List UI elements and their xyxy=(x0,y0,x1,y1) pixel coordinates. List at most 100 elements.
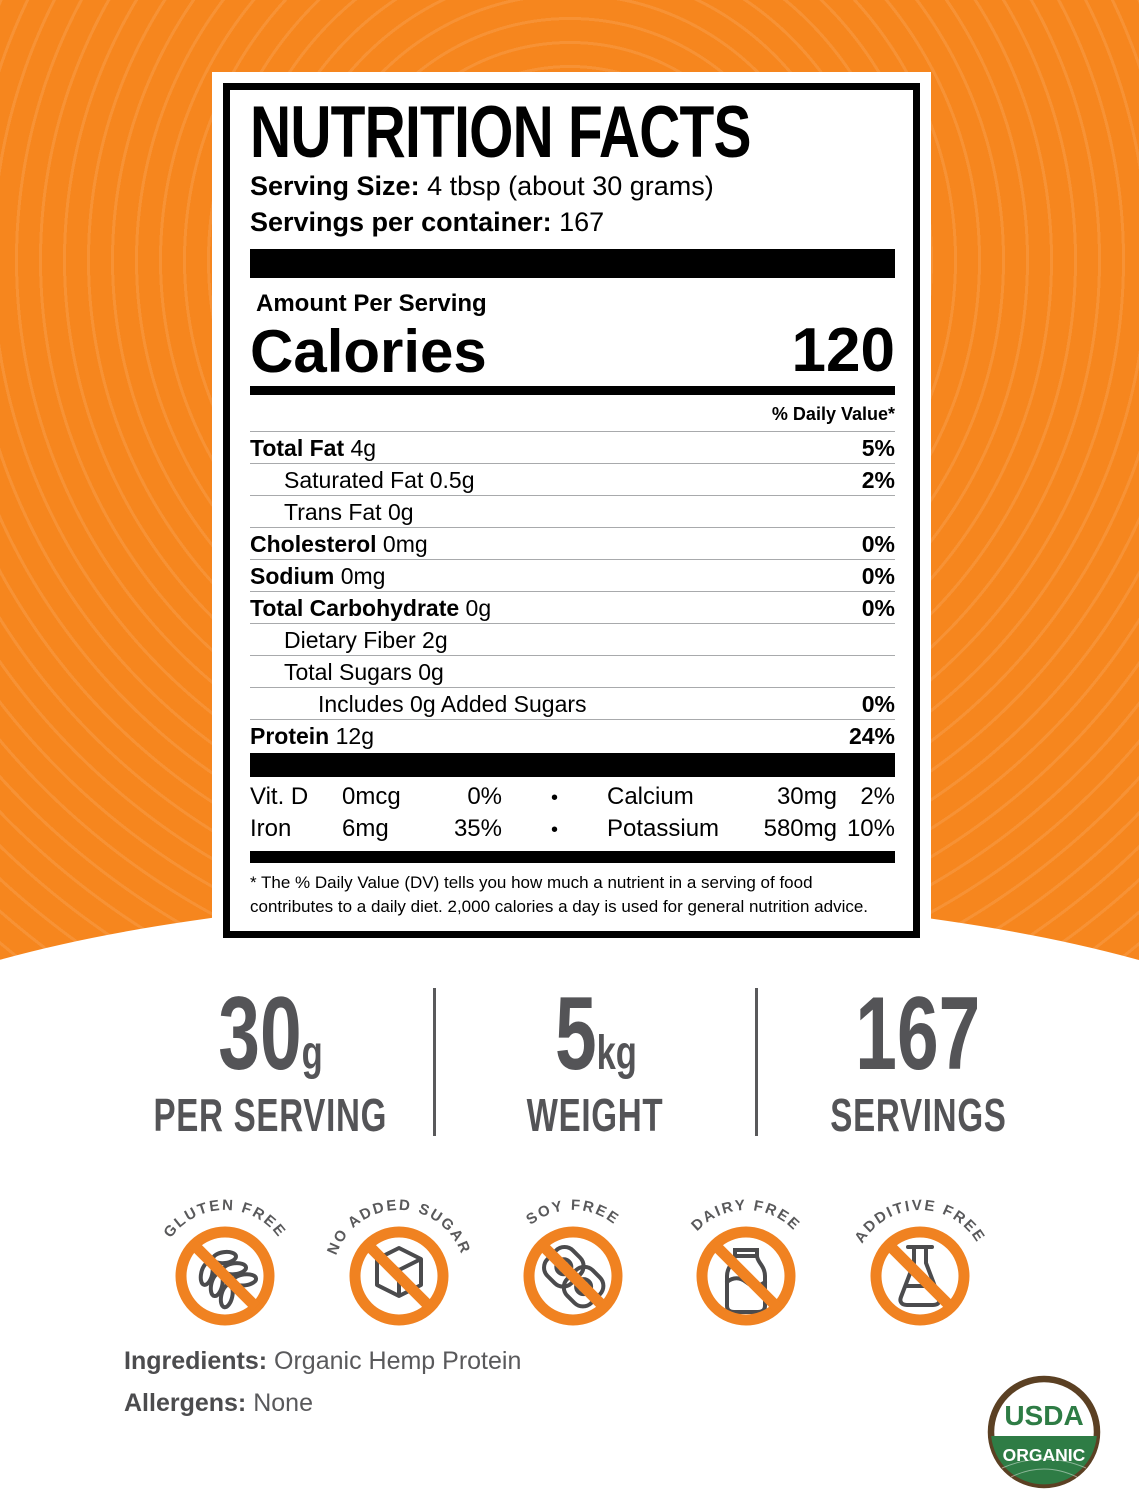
micronutrient-cell: 6mg xyxy=(342,814,389,842)
nutrient-name: Protein 12g xyxy=(250,722,374,749)
nutrient-row: Total Sugars 0g xyxy=(250,654,895,687)
nutrient-row: Cholesterol 0mg 0% xyxy=(250,526,895,559)
badge-soy: SOY FREE xyxy=(523,1197,623,1326)
micronutrient-cell: 10% xyxy=(846,814,895,842)
stat-divider xyxy=(432,988,436,1136)
calories-value: 120 xyxy=(791,315,895,385)
footnote-line-2: contributes to a daily diet. 2,000 calor… xyxy=(250,896,869,916)
servings-per-container-label: Servings per container: xyxy=(250,206,552,237)
usda-text: USDA xyxy=(1004,1400,1083,1431)
nutrient-name: Total Carbohydrate 0g xyxy=(250,594,492,621)
nutrition-facts-title: NUTRITION FACTS xyxy=(250,92,752,173)
micronutrient-row: Vit. D 0mcg 0% • Calcium 30mg 2% xyxy=(250,781,895,813)
divider-bar-thin xyxy=(250,850,895,863)
nutrient-daily-value: 5% xyxy=(861,434,895,461)
prohibition-slash xyxy=(711,1241,782,1311)
stat-per-serving-label: PER SERVING xyxy=(153,1089,388,1141)
nutrient-name: Sodium 0mg xyxy=(250,562,386,589)
calories-row: Calories 120 xyxy=(250,315,895,385)
micronutrient-cell: 580mg xyxy=(763,814,837,842)
nutrient-daily-value: 0% xyxy=(861,594,895,621)
divider-bar-mid xyxy=(250,752,895,777)
nutrient-row: Protein 12g 24% xyxy=(250,718,895,751)
calories-label: Calories xyxy=(250,317,487,385)
micronutrient-cell: Potassium xyxy=(607,814,720,842)
stat-per-serving: 30g PER SERVING xyxy=(108,982,433,1142)
nutrient-row: Dietary Fiber 2g xyxy=(250,622,895,655)
footnote-line-1: * The % Daily Value (DV) tells you how m… xyxy=(250,872,813,892)
servings-per-container-value: 167 xyxy=(559,206,605,237)
nutrition-facts-border: NUTRITION FACTS Serving Size: 4 tbsp (ab… xyxy=(223,83,920,938)
prohibition-circle xyxy=(349,1226,449,1326)
micronutrient-cell: 0mcg xyxy=(342,782,401,810)
badge-flask: ADDITIVE FREE xyxy=(851,1197,988,1326)
serving-size-label: Serving Size: xyxy=(250,171,420,201)
nutrient-row: Includes 0g Added Sugars 0% xyxy=(250,686,895,719)
allergens-line: Allergens: None xyxy=(124,1389,521,1418)
allergens-label: Allergens: xyxy=(124,1389,247,1417)
micronutrient-cell: Calcium xyxy=(607,782,694,810)
micronutrient-cell: Vit. D xyxy=(250,782,309,810)
nutrient-daily-value: 0% xyxy=(861,530,895,557)
stat-servings: 167 SERVINGS xyxy=(758,982,1078,1142)
badge-milk-bottle: DAIRY FREE xyxy=(688,1197,802,1326)
micronutrient-row: Iron 6mg 35% • Potassium 580mg 10% xyxy=(250,813,895,845)
ingredients-block: Ingredients: Organic Hemp Protein Allerg… xyxy=(124,1347,521,1431)
micronutrient-cell: 2% xyxy=(860,782,895,810)
nutrient-rows: Total Fat 4g 5% Saturated Fat 0.5g 2% Trans … xyxy=(250,430,895,751)
nutrient-daily-value: 2% xyxy=(861,466,895,493)
prohibition-slash xyxy=(885,1241,955,1311)
nutrient-daily-value: 0% xyxy=(861,690,895,717)
prohibition-circle xyxy=(523,1226,622,1326)
nutrient-name: Includes 0g Added Sugars xyxy=(318,690,587,717)
daily-value-footnote: * The % Daily Value (DV) tells you how m… xyxy=(250,871,895,919)
stat-weight-value: 5kg xyxy=(554,976,637,1092)
stat-divider xyxy=(755,988,759,1136)
nutrient-name: Total Fat 4g xyxy=(250,434,377,461)
calories-rule xyxy=(250,385,895,395)
svg-text:ADDITIVE FREE: ADDITIVE FREE xyxy=(851,1197,988,1246)
stat-servings-label: SERVINGS xyxy=(829,1089,1007,1141)
nutrient-name: Saturated Fat 0.5g xyxy=(284,466,475,493)
micronutrient-cell: 0% xyxy=(467,782,502,810)
ingredients-line: Ingredients: Organic Hemp Protein xyxy=(124,1347,521,1376)
stat-weight-label: WEIGHT xyxy=(527,1089,664,1141)
nutrient-row: Trans Fat 0g xyxy=(250,494,895,527)
free-from-badges: GLUTEN FREE NO ADDED SUGAR SOY FR xyxy=(145,1178,1000,1330)
badge-sugar-cube: NO ADDED SUGAR xyxy=(324,1197,472,1326)
micronutrient-cell: Iron xyxy=(250,814,292,842)
micronutrient-rows: Vit. D 0mcg 0% • Calcium 30mg 2% Iron 6mg 35% • Pot… xyxy=(250,777,895,847)
white-curve-background xyxy=(0,895,1139,1500)
prohibition-slash xyxy=(537,1241,608,1311)
svg-text:SOY FREE: SOY FREE xyxy=(523,1197,623,1229)
organic-text: ORGANIC xyxy=(1003,1445,1086,1465)
nutrient-row: Sodium 0mg 0% xyxy=(250,558,895,591)
micronutrient-cell: 30mg xyxy=(776,782,837,810)
stat-servings-value: 167 xyxy=(855,976,981,1092)
usda-organic-seal: USDA ORGANIC xyxy=(987,1375,1101,1489)
stat-weight: 5kg WEIGHT xyxy=(436,982,756,1142)
nutrient-name: Total Sugars 0g xyxy=(284,658,444,685)
badge-arc-text: SOY FREE xyxy=(523,1197,621,1229)
amount-per-serving: Amount Per Serving xyxy=(256,289,487,317)
nutrient-name: Cholesterol 0mg xyxy=(250,530,428,557)
ingredients-label: Ingredients: xyxy=(124,1347,268,1375)
nutrient-row: Saturated Fat 0.5g 2% xyxy=(250,462,895,495)
bullet-separator: • xyxy=(550,786,558,809)
nutrition-facts-panel: NUTRITION FACTS Serving Size: 4 tbsp (ab… xyxy=(212,72,931,949)
serving-size-value: 4 tbsp (about 30 grams) xyxy=(427,171,714,201)
nutrient-daily-value: 0% xyxy=(861,562,895,589)
badge-wheat: GLUTEN FREE xyxy=(160,1197,288,1326)
stats-row: 30g PER SERVING 5kg WEIGHT 167 SERVINGS xyxy=(108,982,1078,1142)
micronutrient-cell: 35% xyxy=(453,814,502,842)
nutrient-row: Total Fat 4g 5% xyxy=(250,430,895,463)
stat-per-serving-value: 30g xyxy=(218,976,323,1092)
nutrient-name: Trans Fat 0g xyxy=(284,498,414,525)
prohibition-circle xyxy=(696,1226,796,1326)
badge-arc-text: ADDITIVE FREE xyxy=(851,1197,986,1246)
ingredients-value: Organic Hemp Protein xyxy=(274,1347,522,1375)
servings-per-container-line: Servings per container: 167 xyxy=(250,205,895,241)
prohibition-circle xyxy=(870,1226,970,1326)
serving-size-line: Serving Size: 4 tbsp (about 30 grams) xyxy=(250,169,895,205)
